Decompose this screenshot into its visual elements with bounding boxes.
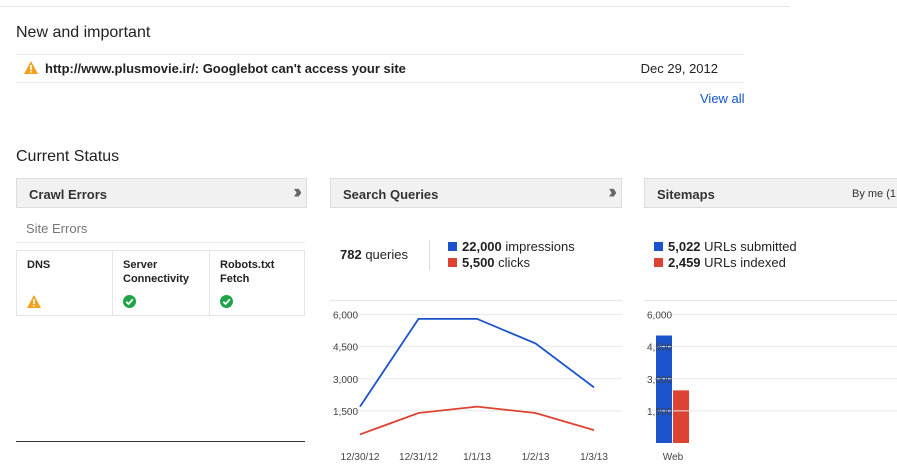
impressions-value: 22,000 bbox=[462, 239, 502, 254]
top-divider bbox=[0, 6, 790, 7]
blue-swatch bbox=[448, 242, 457, 251]
x-tick-label: Web bbox=[663, 452, 684, 463]
y-tick-label: 1,500 bbox=[333, 407, 358, 418]
bar-urls-indexed bbox=[673, 390, 689, 443]
warning-icon bbox=[27, 295, 41, 313]
sitemaps-chart: 6,000 4,500 3,000 1,500 Web bbox=[644, 300, 897, 463]
queries-summary: 782 queries bbox=[340, 247, 408, 262]
warning-icon bbox=[24, 61, 38, 79]
x-tick-label: 1/2/13 bbox=[522, 452, 550, 463]
x-tick-label: 12/30/12 bbox=[341, 452, 380, 463]
red-swatch bbox=[448, 258, 457, 267]
indexed-label: URLs indexed bbox=[704, 255, 786, 270]
sitemaps-title: Sitemaps bbox=[657, 187, 715, 202]
message-row[interactable]: http://www.plusmovie.ir/: Googlebot can'… bbox=[16, 54, 744, 83]
y-tick-label: 3,000 bbox=[647, 375, 672, 386]
x-tick-label: 1/3/13 bbox=[580, 452, 608, 463]
x-tick-label: 12/31/12 bbox=[399, 452, 438, 463]
series-line-clicks bbox=[359, 405, 595, 436]
site-errors-table: DNS Server Connectivity Robots.txt Fetch bbox=[16, 250, 305, 316]
submitted-value: 5,022 bbox=[668, 239, 701, 254]
check-icon bbox=[123, 295, 136, 313]
x-tick-label: 1/1/13 bbox=[463, 452, 491, 463]
bar-urls-submitted bbox=[656, 335, 672, 443]
message-text[interactable]: http://www.plusmovie.ir/: Googlebot can'… bbox=[45, 61, 406, 76]
crawl-errors-header[interactable]: Crawl Errors ›› bbox=[16, 178, 307, 208]
impressions-label: impressions bbox=[505, 239, 575, 254]
chevron-right-icon[interactable]: ›› bbox=[608, 182, 616, 203]
sitemaps-filter[interactable]: By me (1 bbox=[852, 188, 897, 200]
search-queries-header[interactable]: Search Queries ›› bbox=[330, 178, 622, 208]
y-tick-label: 4,500 bbox=[647, 343, 672, 354]
crawl-errors-bottom-line bbox=[16, 441, 305, 442]
y-tick-label: 3,000 bbox=[333, 375, 358, 386]
view-all-link[interactable]: View all bbox=[700, 91, 745, 106]
y-tick-label: 6,000 bbox=[647, 311, 672, 322]
impressions-legend: 22,000 impressions bbox=[448, 239, 575, 254]
clicks-value: 5,500 bbox=[462, 255, 495, 270]
site-errors-label: Site Errors bbox=[26, 221, 88, 236]
current-status-title: Current Status bbox=[16, 148, 120, 165]
new-important-title: New and important bbox=[16, 24, 151, 41]
search-queries-title: Search Queries bbox=[343, 187, 439, 202]
clicks-legend: 5,500 clicks bbox=[448, 255, 530, 270]
series-line-impressions bbox=[359, 317, 595, 408]
clicks-label: clicks bbox=[498, 255, 530, 270]
dns-label: DNS bbox=[27, 259, 51, 271]
message-date: Dec 29, 2012 bbox=[640, 61, 718, 76]
y-tick-label: 6,000 bbox=[333, 311, 358, 322]
server-connectivity-cell[interactable]: Server Connectivity bbox=[113, 251, 210, 315]
indexed-value: 2,459 bbox=[668, 255, 701, 270]
check-icon bbox=[220, 295, 233, 313]
y-tick-label: 4,500 bbox=[333, 343, 358, 354]
summary-divider bbox=[429, 240, 430, 270]
server-connectivity-label: Server Connectivity bbox=[123, 259, 190, 285]
sitemaps-header[interactable]: Sitemaps By me (1 bbox=[644, 178, 897, 208]
queries-label: queries bbox=[365, 247, 408, 262]
site-errors-row: Site Errors bbox=[16, 212, 305, 243]
robots-fetch-cell[interactable]: Robots.txt Fetch bbox=[210, 251, 304, 315]
crawl-errors-title: Crawl Errors bbox=[29, 187, 108, 202]
indexed-legend: 2,459 URLs indexed bbox=[654, 255, 786, 270]
red-swatch bbox=[654, 258, 663, 267]
robots-fetch-label: Robots.txt Fetch bbox=[220, 259, 275, 285]
y-tick-label: 1,500 bbox=[647, 407, 672, 418]
dns-cell[interactable]: DNS bbox=[17, 251, 113, 315]
submitted-label: URLs submitted bbox=[704, 239, 797, 254]
queries-count: 782 bbox=[340, 247, 362, 262]
submitted-legend: 5,022 URLs submitted bbox=[654, 239, 797, 254]
blue-swatch bbox=[654, 242, 663, 251]
search-queries-chart: 6,000 4,500 3,000 1,500 12/30/12 12/31/12 1/1/… bbox=[330, 300, 622, 463]
chevron-right-icon[interactable]: ›› bbox=[293, 182, 301, 203]
